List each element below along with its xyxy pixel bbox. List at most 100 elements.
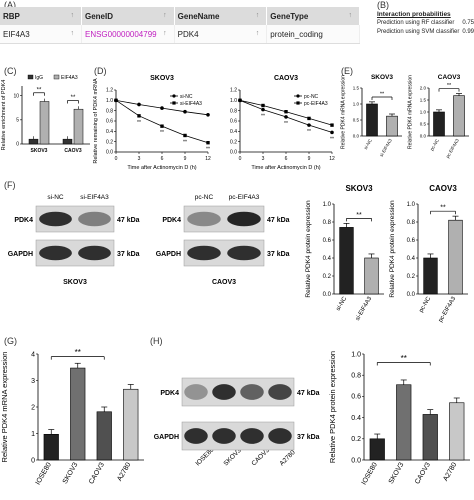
- bar: [433, 111, 445, 137]
- header-rbp[interactable]: RBP ↑: [0, 7, 82, 25]
- blot-band: [240, 384, 264, 400]
- y-tick-label: 5: [16, 118, 19, 124]
- legend-label: si-NC: [180, 94, 193, 100]
- y-tick-label: 10: [13, 93, 19, 99]
- y-tick-label: 4: [31, 351, 35, 358]
- data-point: [206, 113, 210, 117]
- bar: [73, 108, 84, 145]
- y-tick-label: 1.0: [407, 202, 416, 208]
- bar: [70, 367, 86, 461]
- legend-label: EIF4A3: [61, 75, 78, 81]
- x-tick-label: si-NC: [336, 295, 349, 312]
- chart-title: CAOV3: [438, 74, 461, 81]
- x-tick-label: 3: [138, 156, 141, 162]
- y-tick-label: 0.2: [323, 274, 332, 280]
- significance-label: **: [37, 87, 42, 93]
- bar: [448, 219, 463, 295]
- bar: [422, 414, 438, 461]
- y-tick-label: 0.4: [323, 256, 332, 262]
- y-axis-label: Relative PDK4 protein expression: [389, 200, 396, 298]
- chart-title: CAOV3: [274, 75, 298, 82]
- x-tick-label: pc-EIF4A3: [438, 295, 458, 323]
- y-tick-label: 0.4: [230, 129, 237, 135]
- y-tick-label: 1.0: [106, 98, 113, 104]
- y-tick-label: 0.8: [106, 108, 113, 114]
- x-axis-label: Time after Actinomycin D (h): [127, 165, 196, 171]
- y-axis-label: Relative remaining of PDK4 mRNA: [93, 78, 99, 164]
- panel-label-c: (C): [4, 66, 17, 76]
- legend-swatch: [27, 74, 34, 80]
- y-tick-label: 0.6: [407, 238, 416, 244]
- y-axis-label: Relative PDK4 protein expression: [305, 200, 312, 298]
- bar: [39, 101, 50, 145]
- blot-cell-label: SKOV3: [63, 279, 87, 286]
- svm-row: Prediction using SVM classifier 0.99: [377, 29, 474, 35]
- y-tick-label: 0.4: [106, 129, 113, 135]
- chart-g-cell-lines-mrna: 0 1 2 3 4 Relative PDK4 mRNA expression IOSE80…: [0, 348, 144, 486]
- x-tick-label: SKOV3: [62, 461, 80, 485]
- y-tick-label: 0.0: [323, 292, 332, 298]
- y-axis-label: Relative PDK4 mRNA expression: [341, 75, 347, 149]
- y-tick-label: 0.4: [351, 415, 361, 422]
- chart-title: SKOV3: [150, 75, 174, 82]
- panel-label-h: (H): [150, 336, 163, 346]
- lane-label: si-EIF4A3: [80, 194, 109, 201]
- bar: [364, 257, 379, 295]
- y-tick-label: 2: [31, 404, 35, 411]
- x-tick-label: 0: [239, 156, 242, 162]
- significance-label: **: [307, 129, 311, 135]
- x-tick-label: IOSE80: [35, 461, 53, 486]
- data-point: [137, 102, 141, 107]
- y-tick-label: 0.0: [353, 134, 360, 139]
- y-tick-label: 0.0: [230, 150, 237, 156]
- blot-band: [187, 211, 221, 227]
- significance-label: **: [71, 95, 76, 101]
- x-tick-label: pc-NC: [429, 137, 440, 151]
- x-tick-label: 9: [184, 156, 187, 162]
- bar: [423, 257, 438, 295]
- significance-label: **: [261, 114, 265, 120]
- y-tick-label: 0.2: [407, 274, 416, 280]
- y-tick-label: 1.0: [230, 98, 237, 104]
- blot-row-label: PDK4: [160, 390, 179, 397]
- blot-row-label: GAPDH: [8, 251, 33, 258]
- blot-row-label: GAPDH: [154, 434, 179, 441]
- y-tick-label: 0: [31, 457, 35, 464]
- x-tick-label: si-EIF4A3: [379, 138, 393, 158]
- blot-row-label: PDK4: [14, 217, 33, 224]
- panel-label-f: (F): [4, 180, 16, 190]
- western-blot-caov3: pc-NC pc-EIF4A3 PDK4 47 kDa GAPDH 37 kDa CAOV3: [156, 194, 290, 286]
- x-tick-label: A2780: [116, 461, 132, 482]
- y-tick-label: 0.8: [230, 108, 237, 114]
- x-tick-label: si-EIF4A3: [355, 295, 374, 321]
- blot-band: [227, 211, 261, 227]
- legend-label: pc-NC: [304, 94, 319, 100]
- bar: [386, 115, 398, 137]
- significance-label: **: [75, 348, 81, 357]
- header-genetype[interactable]: GeneType ↑: [266, 7, 360, 25]
- significance-label: **: [356, 212, 362, 219]
- y-tick-label: 0.2: [351, 436, 361, 443]
- blot-band: [268, 384, 292, 400]
- cell-geneid[interactable]: ENSG00000004799 ↑: [81, 25, 175, 44]
- data-point: [160, 124, 164, 128]
- y-tick-label: 1.5: [353, 86, 360, 91]
- header-genename[interactable]: GeneName ↑: [174, 7, 268, 25]
- bar: [28, 138, 39, 145]
- y-axis-label: Relative enrichment of PDK4: [1, 80, 7, 151]
- y-axis-label: Relative PDK4 mRNA expression: [408, 75, 414, 149]
- rbp-table: RBP ↑ GeneID ↑ GeneName ↑ GeneType ↑ EIF4A3 ↑…: [0, 7, 360, 44]
- y-tick-label: 2.0: [420, 86, 427, 91]
- x-tick-label: SKOV3: [31, 148, 48, 154]
- y-tick-label: 1.0: [420, 110, 427, 115]
- x-tick-label: 3: [262, 156, 265, 162]
- header-geneid[interactable]: GeneID ↑: [81, 7, 175, 25]
- chart-e-caov3-mrna: 0.0 0.5 1.0 1.5 2.0 Relative PDK4 mRNA expres…: [408, 74, 469, 159]
- blot-band: [78, 245, 111, 261]
- y-tick-label: 1: [31, 431, 35, 438]
- y-tick-label: 0.2: [230, 139, 237, 145]
- x-tick-label: CAOV3: [64, 148, 81, 154]
- table-header-row: RBP ↑ GeneID ↑ GeneName ↑ GeneType ↑: [0, 7, 360, 25]
- bar: [369, 438, 385, 461]
- y-tick-label: 3: [31, 378, 35, 385]
